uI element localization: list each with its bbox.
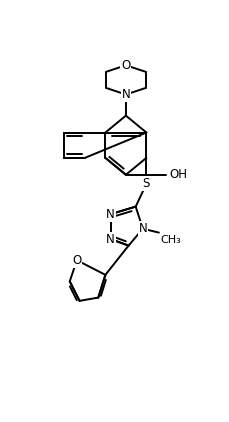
Text: OH: OH — [169, 168, 187, 181]
Text: N: N — [106, 208, 115, 221]
Text: N: N — [121, 88, 130, 101]
Text: O: O — [121, 59, 130, 72]
Text: O: O — [72, 254, 81, 267]
Text: N: N — [138, 222, 147, 235]
Text: CH₃: CH₃ — [160, 235, 180, 245]
Text: N: N — [106, 233, 115, 246]
Text: S: S — [142, 177, 150, 190]
